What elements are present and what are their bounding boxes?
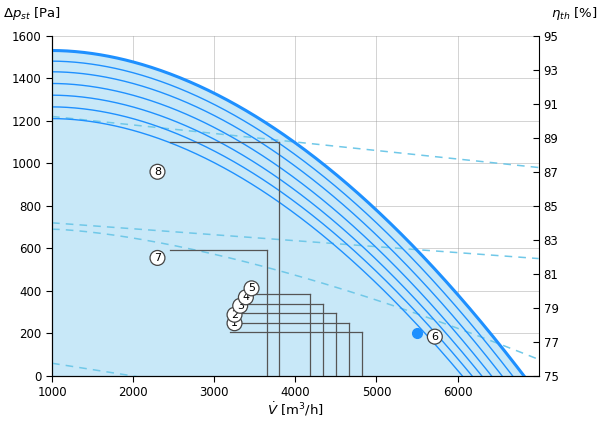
Text: 6: 6: [431, 332, 439, 342]
Text: 2: 2: [231, 310, 238, 320]
X-axis label: $\dot{V}\ \mathrm{[m^3/h]}$: $\dot{V}\ \mathrm{[m^3/h]}$: [267, 401, 324, 418]
Text: 4: 4: [242, 292, 250, 302]
Text: 8: 8: [154, 167, 161, 177]
Text: 5: 5: [248, 283, 255, 293]
Text: 7: 7: [154, 253, 161, 263]
Text: 3: 3: [237, 301, 244, 311]
Text: 1: 1: [231, 318, 238, 328]
Text: $\eta_{th}\ \mathrm{[\%]}$: $\eta_{th}\ \mathrm{[\%]}$: [551, 5, 597, 22]
Text: $\Delta p_{st}\ \mathrm{[Pa]}$: $\Delta p_{st}\ \mathrm{[Pa]}$: [4, 5, 61, 22]
